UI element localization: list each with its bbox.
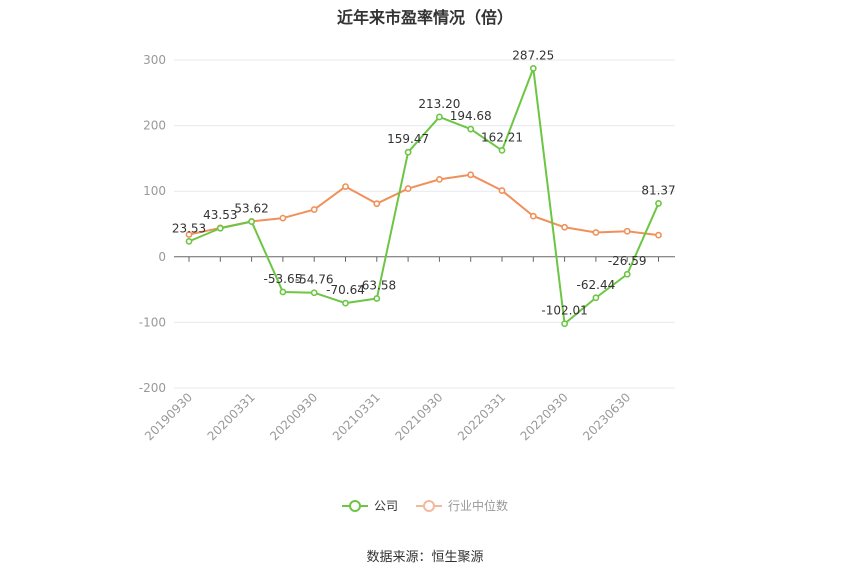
- company-pe-data-label: 43.53: [203, 208, 237, 222]
- company-pe-data-label: -70.64: [326, 283, 365, 297]
- company-pe-point: [435, 113, 443, 121]
- legend-line-icon: [416, 499, 442, 512]
- company-pe-data-label: 194.68: [450, 109, 492, 123]
- company-pe-point: [342, 299, 349, 307]
- x-tick-label: 20220331: [455, 390, 508, 443]
- company-pe-data-label: -26.59: [608, 254, 647, 268]
- industry-median-point: [342, 183, 349, 191]
- industry-median-line: [188, 173, 659, 237]
- industry-median-point: [623, 227, 631, 235]
- industry-median-point: [467, 171, 475, 179]
- company-pe-point: [248, 218, 255, 226]
- industry-median-point: [279, 214, 287, 222]
- y-tick-label: 200: [143, 119, 166, 133]
- legend-line-icon: [341, 499, 368, 512]
- x-tick-label: 20230630: [580, 390, 633, 443]
- company-pe-point: [279, 288, 287, 296]
- company-pe-point: [216, 224, 224, 232]
- x-tick-label: 20200331: [205, 390, 258, 443]
- company-pe-point: [561, 320, 568, 328]
- company-pe-data-label: 213.20: [418, 97, 460, 111]
- legend-label: 行业中位数: [448, 499, 509, 513]
- company-pe-point: [529, 64, 537, 72]
- company-pe-point: [592, 294, 600, 302]
- company-pe-data-label: -62.44: [577, 278, 616, 292]
- company-pe-point: [310, 289, 318, 297]
- company-pe-point: [498, 146, 506, 154]
- company-pe-data-label: 287.25: [512, 48, 554, 62]
- industry-median-point: [529, 212, 537, 220]
- company-pe-data-label: 23.53: [172, 221, 206, 235]
- company-pe-point: [185, 237, 193, 245]
- company-pe-data-label: 162.21: [481, 130, 523, 144]
- x-tick-label: 20200930: [267, 390, 320, 443]
- company-pe-point: [467, 125, 475, 133]
- company-pe-data-label: -53.65: [264, 272, 303, 286]
- industry-median-point: [404, 185, 412, 192]
- grid-lines: [174, 59, 675, 389]
- company-pe-data-label: -102.01: [541, 304, 587, 318]
- legend-label: 公司: [373, 499, 398, 513]
- industry-median-point: [185, 231, 193, 238]
- industry-median-point: [498, 187, 506, 194]
- legend: 公司 行业中位数: [0, 497, 850, 514]
- industry-median-point: [592, 229, 600, 236]
- source-note: 数据来源：恒生聚源: [366, 550, 484, 565]
- series-lines: [185, 64, 662, 328]
- company-pe-data-label: 81.37: [641, 183, 675, 197]
- y-tick-label: -200: [139, 381, 166, 395]
- industry-median-point: [435, 175, 443, 183]
- company-pe-data-label: -54.76: [295, 273, 334, 287]
- x-tick-label: 20190930: [142, 390, 195, 443]
- x-tick-label: 20220930: [518, 390, 571, 443]
- company-pe-data-label: 159.47: [387, 132, 429, 146]
- company-pe-line: [188, 67, 660, 325]
- industry-median-point: [310, 206, 318, 213]
- industry-median-point: [373, 200, 381, 208]
- x-tick-label: 20210930: [392, 390, 445, 443]
- industry-median-point: [561, 223, 568, 231]
- y-tick-label: 300: [143, 53, 166, 67]
- y-tick-label: -100: [139, 315, 166, 329]
- y-tick-label: 0: [158, 250, 166, 264]
- company-pe-point: [655, 200, 662, 207]
- x-tick-label: 20210331: [330, 390, 383, 443]
- company-pe-data-label: 53.62: [234, 202, 268, 216]
- company-pe-point: [373, 295, 381, 302]
- industry-median-point: [655, 231, 662, 239]
- company-pe-point: [623, 270, 631, 278]
- legend-item-company[interactable]: 公司: [341, 497, 398, 514]
- chart-title: 近年来市盈率情况（倍）: [336, 8, 513, 27]
- legend-item-industry-median[interactable]: 行业中位数: [416, 497, 508, 514]
- company-pe-data-label: -63.58: [357, 279, 396, 293]
- y-tick-label: 100: [143, 184, 166, 198]
- company-pe-point: [404, 148, 412, 156]
